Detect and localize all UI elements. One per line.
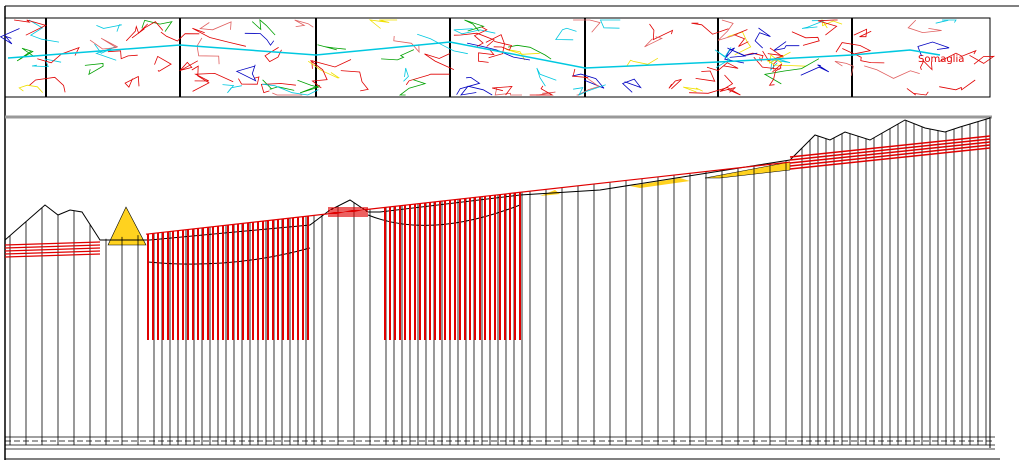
map-line [370, 20, 397, 29]
road-band [5, 251, 100, 254]
map-line [907, 88, 928, 95]
map-line [573, 85, 606, 95]
map-line [197, 38, 219, 64]
map-line [96, 25, 121, 32]
map-line [623, 79, 641, 92]
map-line [126, 24, 148, 41]
map-line [836, 43, 870, 54]
map-line [692, 23, 729, 34]
place-label: Somaglia [918, 54, 964, 65]
map-line [683, 87, 703, 92]
map-strip-border [5, 18, 990, 97]
map-line [478, 50, 493, 62]
map-line [17, 48, 34, 61]
map-line [696, 71, 715, 81]
map-line [295, 20, 314, 27]
map-line [720, 75, 736, 92]
map-line [237, 65, 256, 81]
map-line [908, 20, 941, 32]
map-line [864, 66, 920, 79]
map-line [265, 47, 282, 61]
map-line [125, 77, 139, 88]
map-line [718, 20, 737, 40]
map-line [19, 85, 43, 92]
map-line [192, 66, 209, 91]
map-line [318, 45, 346, 50]
map-line [108, 51, 138, 59]
map-line [252, 20, 275, 35]
map-line [792, 32, 819, 46]
map-line [200, 22, 231, 30]
map-axis [8, 42, 940, 68]
map-line [601, 20, 621, 28]
map-line [14, 20, 46, 35]
map-line [1, 29, 20, 44]
map-line [465, 20, 484, 31]
map-line [530, 86, 553, 95]
map-line [192, 28, 246, 46]
map-line [223, 85, 242, 93]
map-line [381, 50, 414, 60]
map-line [822, 20, 842, 28]
map-line [536, 92, 555, 95]
map-line [537, 68, 557, 86]
road-band [5, 242, 100, 245]
map-line [755, 28, 770, 48]
map-line [650, 24, 673, 40]
map-line [494, 41, 512, 50]
fill-area [108, 207, 146, 245]
map-line [669, 79, 682, 89]
map-line [936, 20, 956, 23]
map-line [155, 56, 172, 71]
map-line [95, 44, 117, 60]
map-line [400, 80, 425, 95]
map-line [406, 74, 449, 85]
map-line [404, 68, 409, 81]
map-line [734, 30, 748, 47]
map-line [835, 61, 854, 76]
map-line [556, 28, 577, 40]
map-line [85, 64, 103, 75]
map-line [180, 61, 198, 71]
map-line [454, 29, 496, 34]
road-band [5, 248, 100, 251]
map-line [854, 29, 871, 36]
map-line [312, 60, 351, 69]
map-line [939, 80, 975, 90]
cad-drawing: Somaglia [0, 0, 1019, 462]
map-line [573, 20, 600, 32]
map-line [142, 20, 172, 31]
map-line [245, 33, 274, 45]
map-line [774, 42, 799, 51]
map-line [394, 36, 419, 52]
map-line [341, 71, 368, 91]
road-band [5, 245, 100, 248]
road-band [5, 254, 100, 257]
